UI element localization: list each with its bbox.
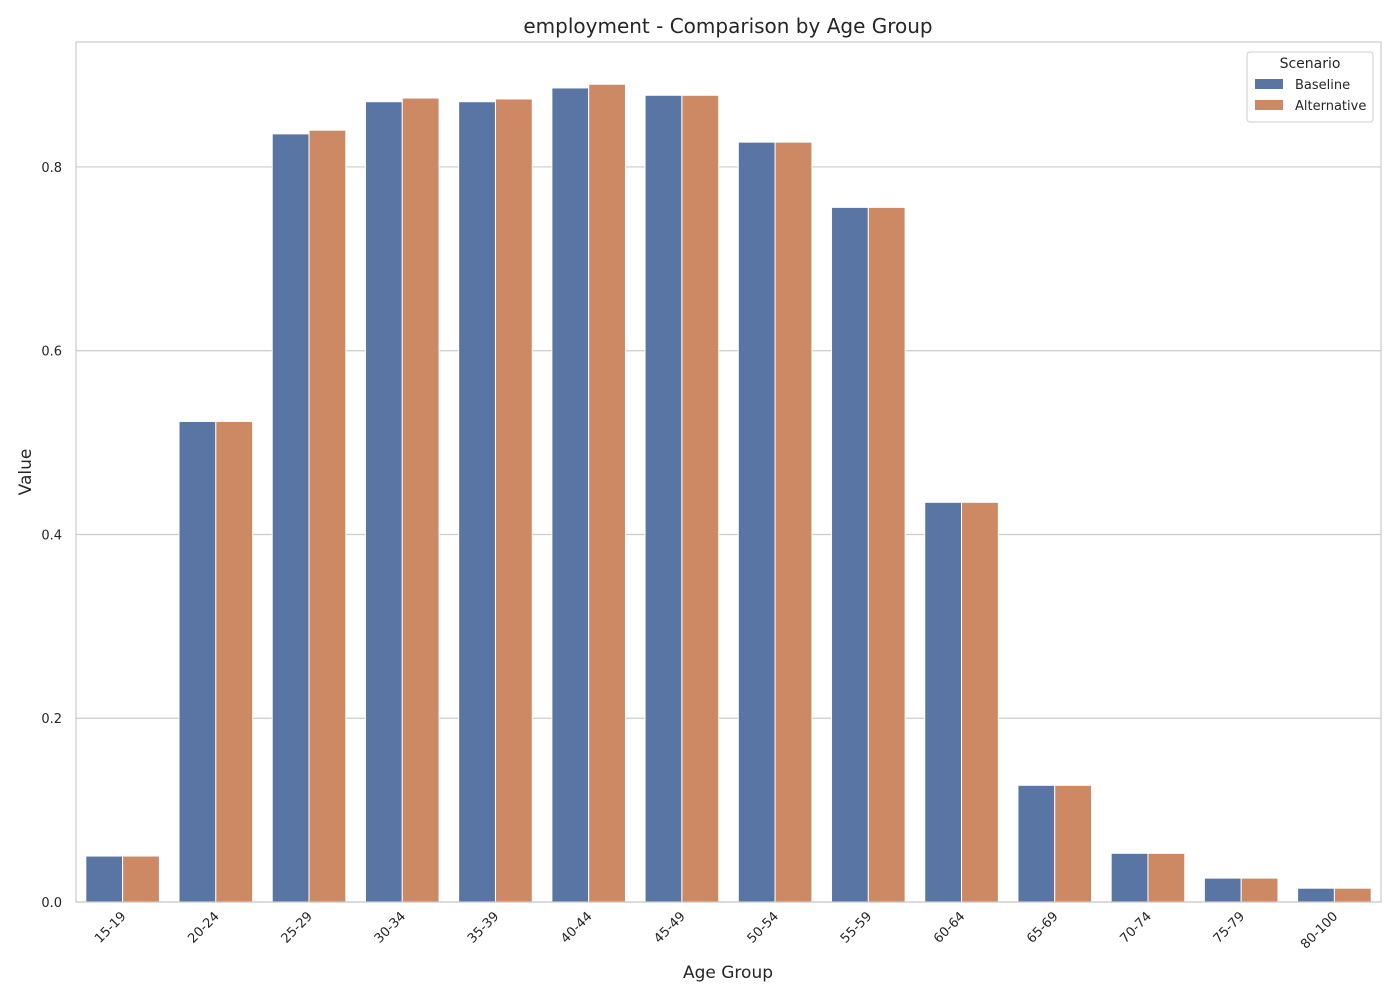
bar-alternative-30-34	[401, 97, 440, 903]
y-tick-label: 0.8	[41, 161, 62, 176]
legend-swatch-baseline	[1255, 79, 1283, 89]
bar-alternative-75-79	[1240, 877, 1279, 903]
y-tick-label: 0.4	[41, 528, 62, 543]
bar-baseline-70-74	[1110, 852, 1149, 903]
x-tick-label: 55-59	[838, 909, 875, 946]
bar-alternative-55-59	[867, 206, 906, 903]
bar-baseline-25-29	[271, 133, 310, 903]
x-axis-ticks: 15-19 20-24 25-29 30-34 35-39 40-44 45-49 50-54…	[92, 909, 1341, 952]
x-tick-label: 50-54	[745, 909, 782, 946]
bar-baseline-75-79	[1203, 877, 1242, 903]
bar-baseline-45-49	[644, 94, 683, 903]
bar-baseline-60-64	[924, 501, 963, 903]
bar-baseline-80-100	[1297, 887, 1335, 903]
x-tick-label: 70-74	[1117, 909, 1154, 946]
x-tick-label: 45-49	[651, 909, 688, 946]
bar-baseline-15-19	[85, 855, 124, 903]
legend-label-alternative: Alternative	[1295, 99, 1366, 114]
bar-alternative-60-64	[961, 501, 999, 903]
bar-baseline-40-44	[551, 87, 590, 903]
y-tick-label: 0.2	[41, 712, 62, 727]
bar-baseline-65-69	[1017, 784, 1056, 903]
legend-title: Scenario	[1280, 56, 1341, 72]
bar-alternative-80-100	[1333, 887, 1372, 903]
bar-alternative-50-54	[774, 141, 813, 903]
x-tick-label: 35-39	[465, 909, 502, 946]
legend-label-baseline: Baseline	[1295, 78, 1350, 93]
bar-alternative-15-19	[122, 855, 160, 903]
x-tick-label: 60-64	[931, 909, 968, 946]
bar-alternative-25-29	[308, 129, 347, 903]
x-tick-label: 75-79	[1211, 909, 1248, 946]
legend-swatch-alternative	[1255, 100, 1283, 110]
bar-baseline-50-54	[737, 141, 776, 903]
bar-alternative-70-74	[1147, 852, 1186, 903]
y-axis-ticks: 0.0 0.2 0.4 0.6 0.8	[41, 161, 62, 911]
x-tick-label: 15-19	[92, 909, 129, 946]
y-tick-label: 0.6	[41, 345, 62, 360]
bar-alternative-45-49	[681, 94, 720, 903]
legend: Scenario Baseline Alternative	[1246, 51, 1374, 123]
bar-baseline-20-24	[178, 420, 217, 903]
x-tick-label: 65-69	[1024, 909, 1061, 946]
x-tick-label: 20-24	[185, 909, 222, 946]
x-tick-label: 80-100	[1298, 909, 1341, 952]
bar-alternative-35-39	[494, 98, 533, 903]
bars	[85, 83, 1372, 903]
x-tick-label: 30-34	[372, 909, 409, 946]
x-tick-label: 25-29	[279, 909, 316, 946]
chart-title: employment - Comparison by Age Group	[523, 14, 932, 38]
y-axis-label: Value	[16, 449, 36, 496]
bar-alternative-20-24	[215, 420, 254, 903]
bar-alternative-65-69	[1054, 784, 1093, 903]
plot-frame	[75, 41, 1382, 903]
y-tick-label: 0.0	[41, 896, 62, 911]
bar-baseline-55-59	[831, 206, 869, 903]
x-axis-label: Age Group	[683, 963, 773, 983]
x-tick-label: 40-44	[558, 909, 595, 946]
bar-baseline-35-39	[458, 101, 496, 903]
bar-baseline-30-34	[364, 101, 403, 903]
bar-alternative-40-44	[588, 83, 626, 903]
